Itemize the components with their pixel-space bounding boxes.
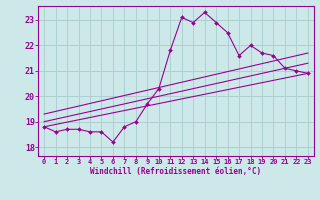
- X-axis label: Windchill (Refroidissement éolien,°C): Windchill (Refroidissement éolien,°C): [91, 167, 261, 176]
